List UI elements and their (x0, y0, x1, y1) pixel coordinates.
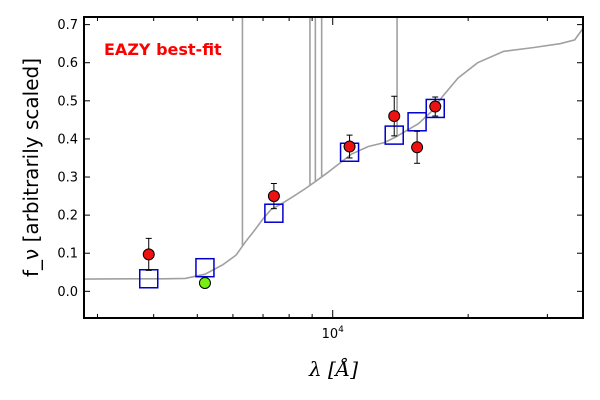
y-axis-label: f_ν [arbitrarily scaled] (19, 58, 43, 277)
plot-area (83, 17, 584, 289)
axis-ticks: 0.0 0.1 0.2 0.3 0.4 0.5 0.6 0.7 (57, 17, 583, 318)
y-tick-label-0: 0.0 (57, 285, 78, 300)
model-photometry-box-5 (407, 112, 427, 132)
model-photometry-box-1 (195, 257, 215, 278)
observed-point-1 (198, 276, 211, 289)
plot-frame (83, 16, 584, 319)
observed-point-5 (411, 141, 424, 154)
observed-point-4 (388, 110, 401, 123)
x-tick-label-10000: 104 (322, 325, 345, 342)
y-tick-label-4: 0.4 (57, 132, 78, 147)
template-spectrum-line (83, 27, 584, 280)
observed-point-2 (267, 190, 280, 203)
x-tick-base: 10 (322, 327, 339, 342)
observed-point-3 (343, 140, 356, 153)
y-tick-label-6: 0.6 (57, 56, 78, 71)
y-tick-label-1: 0.1 (57, 247, 78, 262)
y-tick-label-7: 0.7 (57, 18, 78, 33)
observed-point-0 (142, 248, 155, 261)
x-axis-label: λ [Å] (308, 356, 358, 381)
y-tick-label-3: 0.3 (57, 171, 78, 186)
x-tick-exponent: 4 (338, 325, 344, 335)
y-tick-label-5: 0.5 (57, 94, 78, 109)
y-tick-label-2: 0.2 (57, 209, 78, 224)
annotation-label: EAZY best-fit (104, 40, 222, 59)
observed-point-6 (429, 100, 442, 113)
